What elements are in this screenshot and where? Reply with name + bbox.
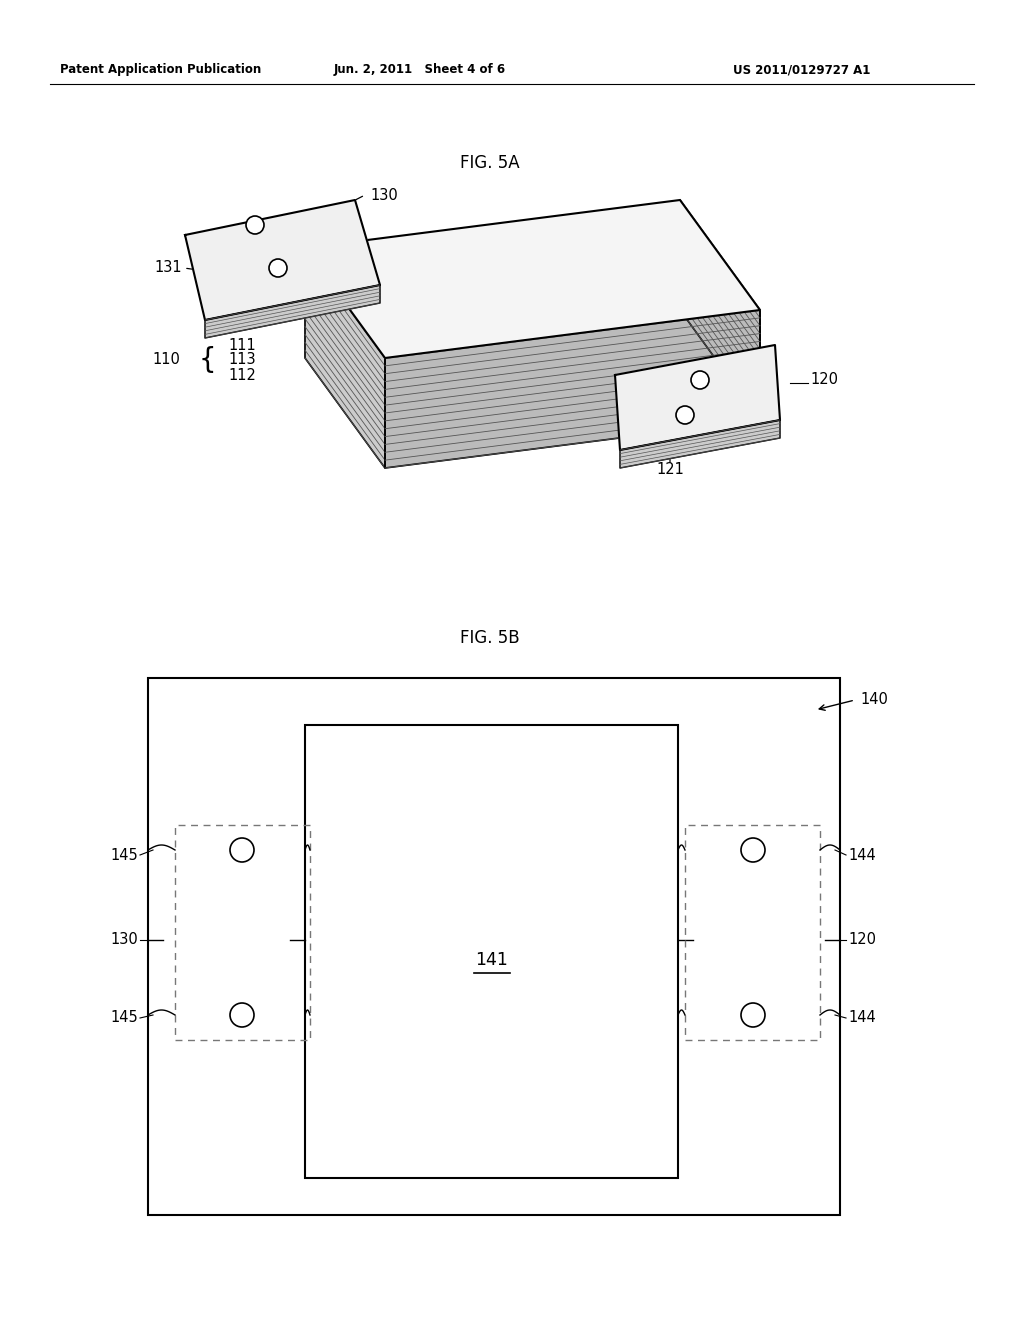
Text: 120: 120 [848,932,876,948]
Circle shape [230,1003,254,1027]
Circle shape [269,259,287,277]
Text: 130: 130 [111,932,138,948]
Text: 141: 141 [475,950,509,969]
Bar [175,825,310,1040]
Text: {: { [199,346,216,374]
Bar [305,725,678,1177]
Circle shape [230,838,254,862]
Circle shape [741,1003,765,1027]
Text: FIG. 5A: FIG. 5A [460,154,520,172]
Polygon shape [205,285,380,338]
Bar [148,678,840,1214]
Polygon shape [615,345,780,450]
Text: 131: 131 [155,260,182,276]
Circle shape [691,371,709,389]
Bar [685,825,820,1040]
Text: 111: 111 [228,338,256,352]
Text: 145: 145 [111,847,138,862]
Text: 130: 130 [370,187,397,202]
Polygon shape [385,310,760,469]
Text: 113: 113 [228,352,256,367]
Text: 144: 144 [848,1011,876,1026]
Text: Patent Application Publication: Patent Application Publication [60,63,261,77]
Circle shape [676,407,694,424]
Circle shape [246,216,264,234]
Text: 110: 110 [153,352,180,367]
Polygon shape [620,420,780,469]
Text: 120: 120 [810,372,838,388]
Text: 145: 145 [111,1011,138,1026]
Polygon shape [680,201,760,420]
Polygon shape [305,201,760,358]
Polygon shape [305,248,385,469]
Text: 121: 121 [656,462,684,477]
Polygon shape [185,201,380,319]
Text: US 2011/0129727 A1: US 2011/0129727 A1 [732,63,870,77]
Text: FIG. 5B: FIG. 5B [460,630,520,647]
Text: 112: 112 [228,367,256,383]
Text: Jun. 2, 2011   Sheet 4 of 6: Jun. 2, 2011 Sheet 4 of 6 [334,63,506,77]
Circle shape [741,838,765,862]
Text: 140: 140 [860,693,888,708]
Text: 144: 144 [848,847,876,862]
